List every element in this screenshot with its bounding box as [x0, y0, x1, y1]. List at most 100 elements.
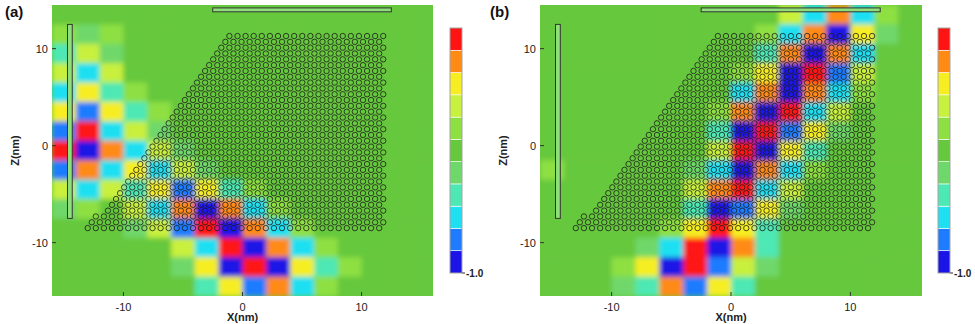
- lattice-hole: [304, 190, 309, 195]
- field-cell: [659, 277, 683, 296]
- lattice-hole: [376, 144, 381, 149]
- lattice-hole: [666, 173, 671, 178]
- lattice-hole: [760, 190, 765, 195]
- lattice-hole: [671, 167, 676, 172]
- lattice-hole: [211, 196, 216, 201]
- field-cell: [195, 102, 219, 122]
- lattice-hole: [271, 156, 276, 161]
- lattice-hole: [727, 179, 732, 184]
- field-cell: [219, 141, 243, 161]
- lattice-hole: [263, 202, 268, 207]
- lattice-hole: [723, 220, 728, 225]
- lattice-hole: [291, 196, 296, 201]
- lattice-hole: [768, 190, 773, 195]
- lattice-hole: [328, 109, 333, 114]
- lattice-hole: [206, 225, 211, 230]
- field-cell: [100, 121, 124, 141]
- lattice-hole: [150, 214, 155, 219]
- lattice-hole: [202, 138, 207, 143]
- lattice-hole: [752, 144, 757, 149]
- lattice-hole: [300, 103, 305, 108]
- lattice-hole: [602, 196, 607, 201]
- lattice-hole: [573, 225, 578, 230]
- field-cell: [243, 257, 267, 277]
- lattice-hole: [287, 109, 292, 114]
- lattice-hole: [271, 121, 276, 126]
- lattice-hole: [267, 33, 272, 38]
- lattice-hole: [658, 150, 663, 155]
- field-cell: [219, 238, 243, 258]
- lattice-hole: [215, 132, 220, 137]
- lattice-hole: [344, 190, 349, 195]
- lattice-hole: [360, 179, 365, 184]
- lattice-hole: [231, 86, 236, 91]
- field-cell: [76, 5, 100, 25]
- lattice-hole: [666, 196, 671, 201]
- lattice-hole: [146, 150, 151, 155]
- lattice-hole: [206, 144, 211, 149]
- field-cell: [874, 141, 898, 161]
- lattice-hole: [849, 156, 854, 161]
- lattice-hole: [744, 225, 749, 230]
- lattice-hole: [372, 208, 377, 213]
- lattice-hole: [772, 161, 777, 166]
- lattice-hole: [279, 97, 284, 102]
- lattice-hole: [336, 144, 341, 149]
- field-cell: [362, 199, 386, 219]
- lattice-hole: [267, 150, 272, 155]
- lattice-hole: [142, 225, 147, 230]
- field-cell: [588, 218, 612, 238]
- lattice-hole: [215, 74, 220, 79]
- lattice-hole: [231, 167, 236, 172]
- lattice-hole: [198, 109, 203, 114]
- lattice-hole: [792, 179, 797, 184]
- lattice-hole: [360, 97, 365, 102]
- field-cell: [123, 102, 147, 122]
- field-cell: [683, 199, 707, 219]
- lattice-hole: [752, 190, 757, 195]
- field-cell: [385, 160, 409, 180]
- lattice-hole: [178, 115, 183, 120]
- lattice-hole: [695, 214, 700, 219]
- field-cell: [874, 102, 898, 122]
- lattice-hole: [255, 62, 260, 67]
- lattice-hole: [368, 74, 373, 79]
- lattice-hole: [381, 220, 386, 225]
- field-cell: [147, 63, 171, 83]
- lattice-hole: [259, 208, 264, 213]
- lattice-hole: [772, 138, 777, 143]
- lattice-hole: [833, 202, 838, 207]
- lattice-hole: [372, 57, 377, 62]
- lattice-hole: [662, 167, 667, 172]
- lattice-hole: [251, 115, 256, 120]
- lattice-hole: [227, 185, 232, 190]
- field-cell: [76, 141, 100, 161]
- lattice-hole: [715, 150, 720, 155]
- lattice-hole: [279, 202, 284, 207]
- lattice-hole: [683, 138, 688, 143]
- lattice-hole: [235, 33, 240, 38]
- y-tick-label: 10: [36, 43, 48, 55]
- lattice-hole: [247, 156, 252, 161]
- lattice-hole: [784, 167, 789, 172]
- lattice-hole: [344, 214, 349, 219]
- lattice-hole: [267, 220, 272, 225]
- field-cell: [409, 160, 433, 180]
- lattice-hole: [364, 150, 369, 155]
- field-cell: [290, 257, 314, 277]
- lattice-hole: [654, 190, 659, 195]
- lattice-hole: [376, 214, 381, 219]
- lattice-hole: [194, 150, 199, 155]
- lattice-hole: [312, 132, 317, 137]
- lattice-hole: [764, 220, 769, 225]
- lattice-hole: [126, 225, 131, 230]
- lattice-hole: [800, 225, 805, 230]
- lattice-hole: [585, 220, 590, 225]
- lattice-hole: [658, 138, 663, 143]
- field-cell: [659, 24, 683, 44]
- field-cell: [195, 160, 219, 180]
- lattice-hole: [190, 202, 195, 207]
- lattice-hole: [853, 220, 858, 225]
- lattice-hole: [235, 92, 240, 97]
- lattice-hole: [804, 173, 809, 178]
